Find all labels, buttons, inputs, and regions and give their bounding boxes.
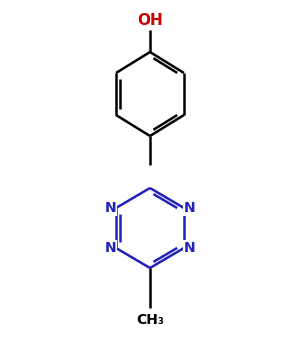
Text: N: N — [184, 241, 196, 255]
Text: OH: OH — [137, 13, 163, 28]
Text: CH₃: CH₃ — [136, 313, 164, 327]
Text: N: N — [104, 201, 116, 215]
Text: N: N — [184, 201, 196, 215]
Text: N: N — [104, 241, 116, 255]
